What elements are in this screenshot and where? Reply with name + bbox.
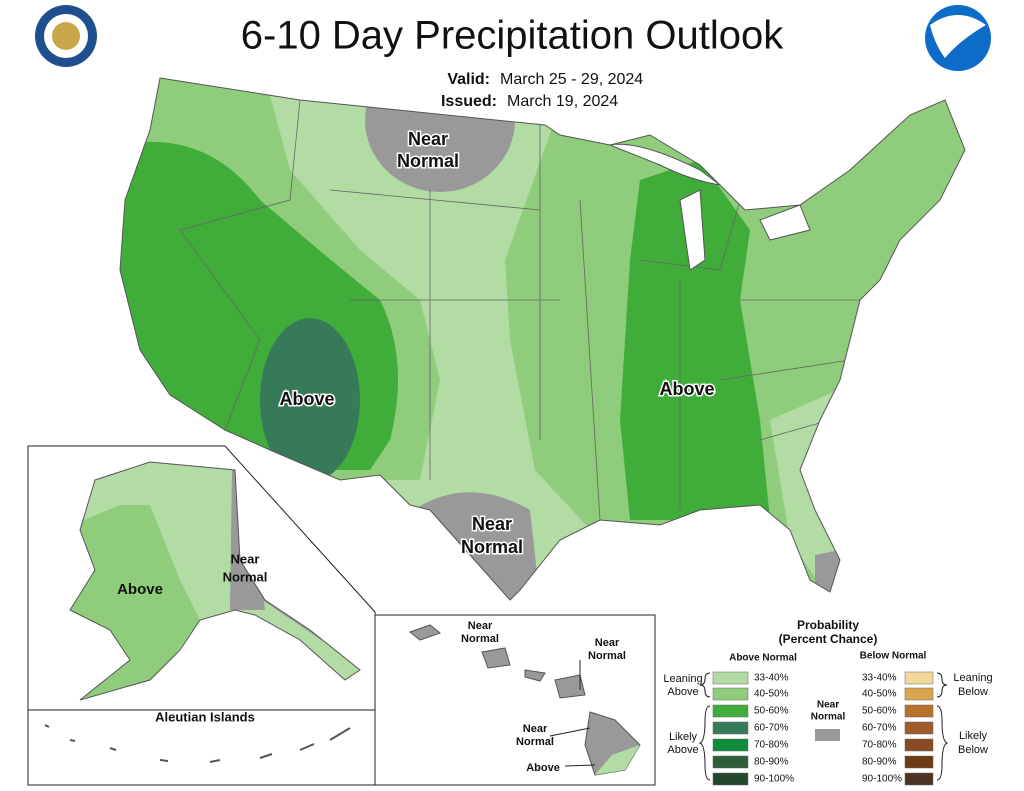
region-label: Normal bbox=[223, 569, 268, 584]
legend-label: 50-60% bbox=[754, 706, 789, 717]
legend-label: 70-80% bbox=[862, 740, 897, 751]
region-label: Normal bbox=[516, 736, 554, 748]
region-label: Normal bbox=[461, 537, 523, 557]
label-leaders bbox=[549, 660, 596, 767]
legend-title: (Percent Chance) bbox=[779, 632, 878, 646]
legend-swatch bbox=[904, 721, 934, 735]
region-label: Above bbox=[279, 389, 334, 409]
region-label: Normal bbox=[397, 151, 459, 171]
legend: Probability (Percent Chance) Above Norma… bbox=[663, 618, 993, 786]
region-label: Above bbox=[659, 379, 714, 399]
legend-swatch bbox=[712, 738, 749, 752]
region-label: Near bbox=[408, 129, 448, 149]
noaa-logo bbox=[925, 5, 991, 71]
big-island-above bbox=[595, 745, 640, 775]
legend-swatch bbox=[904, 671, 934, 685]
region-label: Above bbox=[117, 581, 163, 598]
issued-date: March 19, 2024 bbox=[507, 93, 618, 110]
legend-swatch bbox=[904, 738, 934, 752]
legend-label: 33-40% bbox=[754, 673, 789, 684]
legend-swatch bbox=[904, 704, 934, 718]
group-label: Below bbox=[958, 744, 988, 756]
legend-swatch bbox=[712, 772, 749, 786]
conus-regions bbox=[120, 78, 965, 600]
legend-label: 60-70% bbox=[862, 723, 897, 734]
commerce-seal bbox=[35, 5, 97, 67]
legend-swatch bbox=[712, 687, 749, 701]
below-header: Below Normal bbox=[860, 651, 927, 662]
region-label: Near bbox=[472, 514, 512, 534]
title: 6-10 Day Precipitation Outlook bbox=[241, 14, 785, 58]
legend-swatch bbox=[815, 729, 840, 741]
region-label: Normal bbox=[588, 650, 626, 662]
valid-label: Valid: bbox=[447, 71, 490, 88]
legend-swatch bbox=[904, 772, 934, 786]
conus-outline bbox=[119, 77, 966, 601]
legend-label: 80-90% bbox=[754, 757, 789, 768]
near-label: Normal bbox=[811, 712, 846, 723]
legend-label: 80-90% bbox=[862, 757, 897, 768]
region-label: Near bbox=[231, 551, 260, 566]
legend-label: 40-50% bbox=[862, 689, 897, 700]
issued-label: Issued: bbox=[441, 93, 497, 110]
group-label: Likely bbox=[959, 730, 988, 742]
legend-label: 90-100% bbox=[754, 774, 794, 785]
aleutian-inset bbox=[27, 709, 376, 786]
legend-swatch bbox=[712, 704, 749, 718]
legend-swatch bbox=[712, 721, 749, 735]
legend-label: 33-40% bbox=[862, 673, 897, 684]
legend-label: 60-70% bbox=[754, 723, 789, 734]
aleutian-title: Aleutian Islands bbox=[155, 709, 255, 724]
alaska-outline bbox=[69, 461, 361, 701]
region-label: Near bbox=[523, 723, 548, 735]
group-label: Likely bbox=[669, 731, 698, 743]
group-label: Above bbox=[667, 686, 698, 698]
above-header: Above Normal bbox=[729, 653, 797, 664]
legend-swatch bbox=[712, 671, 749, 685]
legend-swatch bbox=[904, 687, 934, 701]
legend-label: 40-50% bbox=[754, 689, 789, 700]
group-label: Leaning bbox=[953, 672, 992, 684]
legend-swatch bbox=[904, 755, 934, 769]
region-label: Near bbox=[595, 637, 620, 649]
legend-swatch bbox=[712, 755, 749, 769]
aleutian-islands bbox=[44, 724, 351, 763]
legend-label: 50-60% bbox=[862, 706, 897, 717]
group-label: Leaning bbox=[663, 673, 702, 685]
legend-label: 90-100% bbox=[862, 774, 902, 785]
legend-braces bbox=[698, 672, 949, 781]
group-label: Below bbox=[958, 686, 988, 698]
hawaii-islands bbox=[408, 624, 586, 699]
legend-title: Probability bbox=[797, 618, 859, 632]
great-lakes bbox=[608, 143, 811, 271]
group-label: Above bbox=[667, 744, 698, 756]
region-label: Normal bbox=[461, 633, 499, 645]
valid-dates: March 25 - 29, 2024 bbox=[500, 71, 643, 88]
region-label: Above bbox=[526, 762, 560, 774]
region-label: Near bbox=[468, 620, 493, 632]
near-label: Near bbox=[817, 700, 839, 711]
legend-label: 70-80% bbox=[754, 740, 789, 751]
